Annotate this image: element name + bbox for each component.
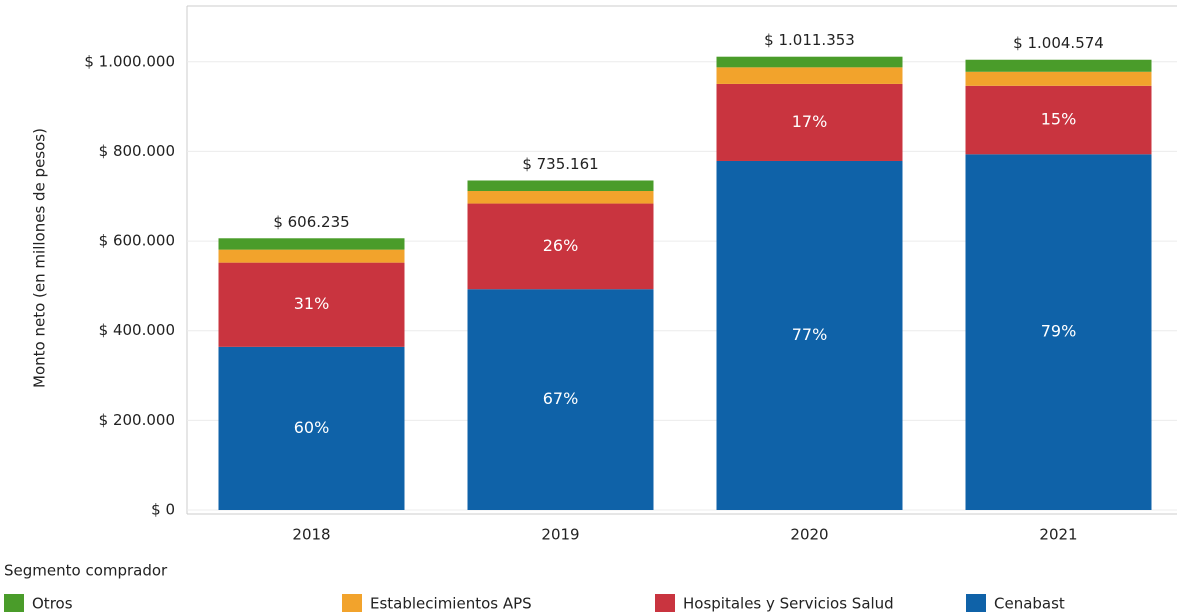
bar-segment <box>467 203 654 290</box>
segment-label: 60% <box>294 418 330 437</box>
y-tick-label: $ 600.000 <box>99 232 175 250</box>
legend-swatch <box>655 594 675 612</box>
bar-segment <box>467 191 654 204</box>
segment-label: 77% <box>792 325 828 344</box>
y-tick-label: $ 400.000 <box>99 321 175 339</box>
legend-label: Hospitales y Servicios Salud <box>683 595 894 613</box>
legend-swatch <box>342 594 362 612</box>
bar-segment <box>965 59 1152 72</box>
bar-segment <box>218 238 405 250</box>
bar-segment <box>965 71 1152 86</box>
total-label: $ 735.161 <box>522 155 598 173</box>
x-tick-label: 2019 <box>541 526 579 544</box>
legend-swatch <box>966 594 986 612</box>
bar-segment <box>716 160 903 511</box>
segment-label: 15% <box>1041 110 1077 129</box>
bar-segment <box>716 56 903 68</box>
total-label: $ 1.004.574 <box>1013 34 1104 52</box>
bar-segment <box>218 346 405 510</box>
total-label: $ 606.235 <box>273 213 349 231</box>
bar-segment <box>467 289 654 510</box>
bar-segment <box>716 83 903 161</box>
legend-swatch <box>4 594 24 612</box>
x-tick-label: 2021 <box>1039 526 1077 544</box>
legend-label: Cenabast <box>994 595 1065 613</box>
bar-segment <box>467 180 654 192</box>
y-tick-label: $ 800.000 <box>99 142 175 160</box>
segment-label: 31% <box>294 294 330 313</box>
y-tick-label: $ 200.000 <box>99 411 175 429</box>
y-tick-label: $ 1.000.000 <box>84 52 175 70</box>
segment-label: 26% <box>543 236 579 255</box>
bar-segment <box>965 154 1152 510</box>
bar-segment <box>218 249 405 263</box>
y-tick-label: $ 0 <box>151 501 175 519</box>
legend-title: Segmento comprador <box>4 562 168 580</box>
segment-label: 17% <box>792 112 828 131</box>
segment-label: 79% <box>1041 322 1077 341</box>
bar-segment <box>716 67 903 84</box>
bar-segment <box>218 262 405 347</box>
x-tick-label: 2020 <box>790 526 828 544</box>
legend-label: Otros <box>32 595 73 613</box>
total-label: $ 1.011.353 <box>764 31 855 49</box>
legend-label: Establecimientos APS <box>370 595 532 613</box>
x-tick-label: 2018 <box>292 526 330 544</box>
segment-label: 67% <box>543 389 579 408</box>
bar-segment <box>965 85 1152 155</box>
y-axis-label: Monto neto (en millones de pesos) <box>31 128 49 388</box>
